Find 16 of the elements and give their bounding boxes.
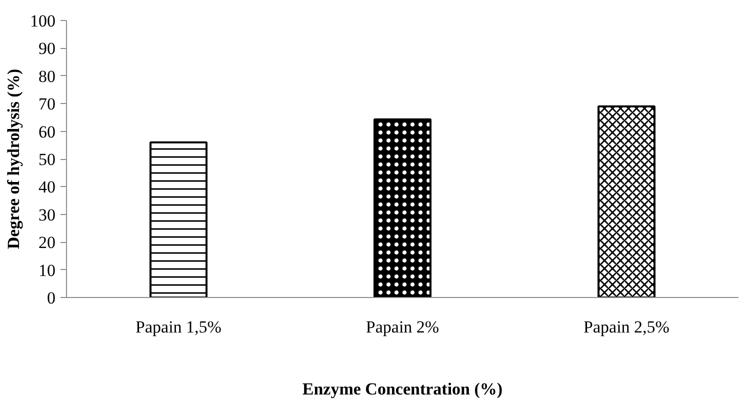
y-tick-label: 90 — [38, 39, 56, 58]
x-tick-label: Papain 2,5% — [584, 318, 670, 336]
y-tick-label: 70 — [38, 94, 56, 114]
y-tick-label: 100 — [30, 12, 56, 30]
y-tick-label: 0 — [47, 288, 56, 308]
y-tick-label: 60 — [38, 122, 56, 142]
y-axis-title: Degree of hydrolysis (%) — [4, 68, 23, 250]
y-tick-label: 40 — [38, 178, 56, 197]
y-tick-label: 30 — [38, 205, 56, 224]
y-tick-label: 20 — [38, 233, 56, 252]
x-tick-label: Papain 2% — [366, 318, 440, 336]
x-axis-title: Enzyme Concentration (%) — [302, 380, 503, 398]
y-tick-label: 10 — [38, 260, 56, 280]
x-tick-label: Papain 1,5% — [136, 318, 222, 336]
y-tick-label: 50 — [38, 150, 56, 169]
y-tick-label: 80 — [38, 66, 56, 86]
